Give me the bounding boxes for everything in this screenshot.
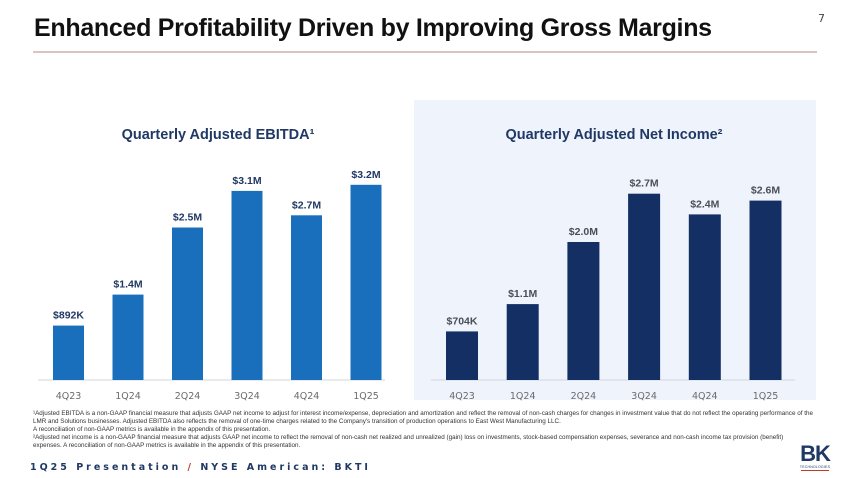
bar-1q25 [350,184,382,380]
bk-technologies-logo: BK TECHNOLOGIES [797,443,833,473]
data-label-1q25: $3.2M [351,169,380,181]
footer-presentation: 1Q25 Presentation [30,462,182,473]
slide-title: Enhanced Profitability Driven by Improvi… [34,14,712,42]
data-label-1q24: $1.1M [508,288,537,300]
x-tick-label-3q24: 3Q24 [631,391,657,402]
bar-4q23 [53,325,84,380]
bar-3q24 [231,190,263,380]
data-label-3q24: $2.7M [630,178,659,190]
data-label-4q24: $2.4M [690,198,719,210]
bar-1q24 [112,294,144,380]
x-tick-label-1q25: 1Q25 [753,391,779,402]
page-number: 7 [818,12,825,25]
data-label-4q24: $2.7M [292,199,321,211]
x-tick-label-4q23: 4Q23 [56,391,82,402]
footnote-reconciliation: A reconciliation of non-GAAP metrics is … [33,426,271,434]
bar-2q24 [567,242,600,380]
bar-4q24 [291,215,322,380]
data-label-4q23: $892K [53,310,84,322]
footnote-ebitda: ¹Adjusted EBITDA is a non-GAAP financial… [33,410,813,426]
data-label-2q24: $2.0M [569,226,598,238]
x-tick-label-1q24: 1Q24 [510,391,536,402]
x-tick-label-4q24: 4Q24 [692,391,718,402]
x-tick-label-2q24: 2Q24 [571,391,597,402]
logo-subtext: TECHNOLOGIES [799,465,831,469]
bar-4q24 [688,214,721,380]
bar-2q24 [172,227,203,380]
x-tick-label-2q24: 2Q24 [175,391,201,402]
ebitda-chart-title: Quarterly Adjusted EBITDA¹ [121,127,315,143]
data-label-1q24: $1.4M [113,279,142,291]
data-label-1q25: $2.6M [751,185,780,197]
x-tick-label-1q25: 1Q25 [353,391,379,402]
net-income-panel-background [414,100,816,400]
data-label-3q24: $3.1M [232,175,261,187]
net-income-chart-title: Quarterly Adjusted Net Income² [505,127,723,143]
footer-label: 1Q25 Presentation / NYSE American: BKTI [30,462,371,473]
footnote-net-income: ²Adjusted net income is a non-GAAP finan… [33,434,784,450]
bar-1q25 [749,200,782,380]
data-label-2q24: $2.5M [173,212,202,224]
bar-3q24 [628,193,661,380]
x-tick-label-4q24: 4Q24 [294,391,320,402]
data-label-4q23: $704K [447,315,478,327]
footer-separator: / [187,462,195,473]
x-tick-label-3q24: 3Q24 [234,391,260,402]
footer-ticker: NYSE American: BKTI [200,462,371,473]
title-divider [33,51,817,53]
footnotes: ¹Adjusted EBITDA is a non-GAAP financial… [33,410,813,450]
logo-accent-line [801,470,829,471]
bar-4q23 [446,331,478,380]
x-tick-label-4q23: 4Q23 [449,391,475,402]
logo-mark: BK [800,441,831,466]
bar-1q24 [506,304,539,380]
x-tick-label-1q24: 1Q24 [115,391,141,402]
